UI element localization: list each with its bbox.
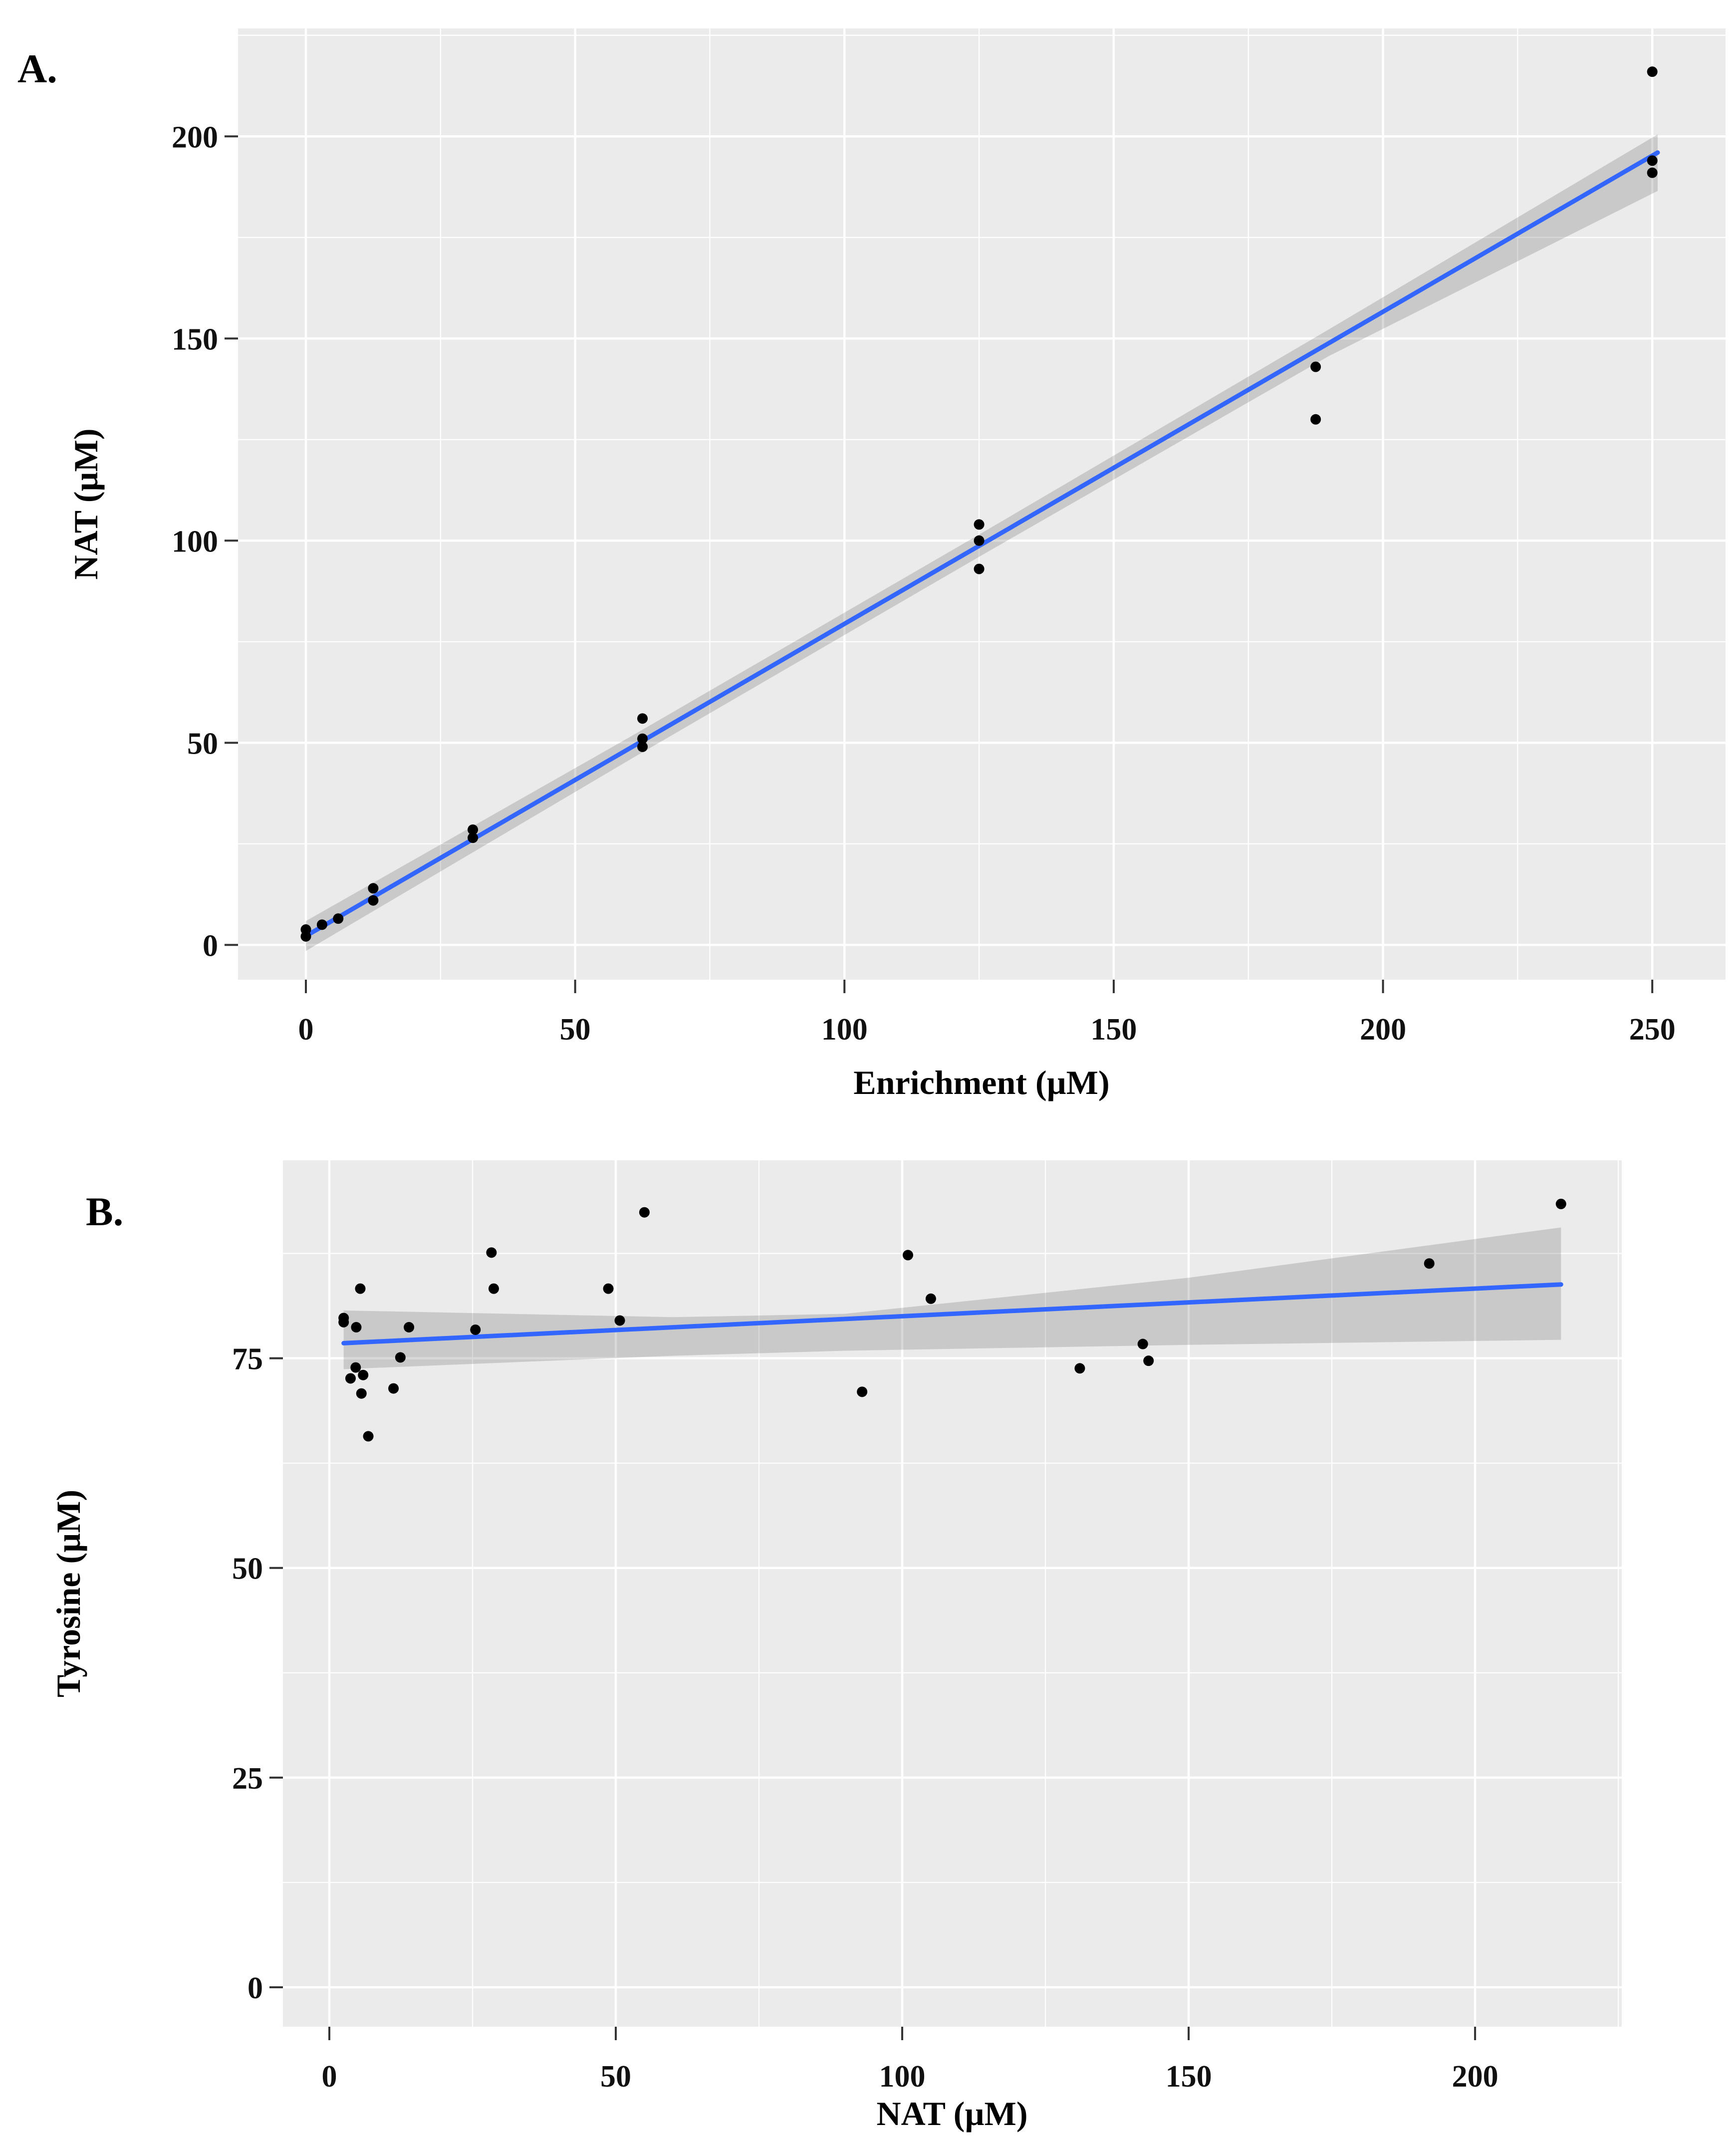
x-tick-label: 0 xyxy=(298,1013,313,1047)
data-point xyxy=(350,1362,361,1373)
data-point xyxy=(603,1283,614,1294)
data-point xyxy=(1310,361,1321,372)
data-point xyxy=(1074,1363,1085,1374)
data-point xyxy=(614,1315,625,1326)
data-point xyxy=(1137,1338,1148,1349)
data-point xyxy=(1555,1198,1566,1209)
y-tick-label: 50 xyxy=(187,727,218,761)
x-tick-label: 150 xyxy=(1090,1013,1137,1047)
data-point xyxy=(395,1352,406,1363)
plot-panel-background xyxy=(238,28,1726,980)
panel-a-letter: A. xyxy=(17,46,57,91)
panel-b-y-axis-title: Tyrosine (µM) xyxy=(49,1490,87,1697)
panel-a-y-axis-title: NAT (µM) xyxy=(67,429,105,580)
data-point xyxy=(388,1383,399,1394)
data-point xyxy=(338,1317,349,1328)
x-tick-label: 250 xyxy=(1629,1013,1676,1047)
data-point xyxy=(925,1293,936,1304)
y-tick-label: 100 xyxy=(172,525,218,558)
data-point xyxy=(358,1369,369,1380)
data-point xyxy=(1647,66,1658,77)
y-tick-label: 150 xyxy=(172,322,218,356)
data-point xyxy=(368,895,379,906)
data-point xyxy=(355,1283,366,1294)
data-point xyxy=(1647,155,1658,166)
data-point xyxy=(356,1388,367,1399)
x-tick-label: 100 xyxy=(879,2060,926,2094)
y-tick-label: 25 xyxy=(232,1762,263,1796)
data-point xyxy=(974,519,985,530)
data-point xyxy=(333,913,344,924)
x-tick-label: 50 xyxy=(600,2060,631,2094)
data-point xyxy=(639,1207,650,1218)
data-point xyxy=(368,883,379,894)
data-point xyxy=(300,924,311,935)
y-tick-label: 0 xyxy=(248,1971,263,2005)
data-point xyxy=(470,1324,481,1335)
data-point xyxy=(351,1322,362,1333)
data-point xyxy=(637,713,648,724)
data-point xyxy=(1310,414,1321,425)
y-tick-label: 75 xyxy=(232,1342,263,1376)
data-point xyxy=(488,1283,499,1294)
panel-a-plot: 0 50 100 150 200 250 0 50 100 150 200 xyxy=(172,28,1726,1047)
data-point xyxy=(486,1247,497,1258)
data-point xyxy=(974,535,985,546)
x-tick-label: 150 xyxy=(1166,2060,1212,2094)
data-point xyxy=(468,824,479,835)
data-point xyxy=(1143,1355,1154,1366)
x-tick-label: 50 xyxy=(560,1013,591,1047)
data-point xyxy=(1647,167,1658,178)
data-point xyxy=(1424,1258,1435,1269)
x-tick-label: 100 xyxy=(821,1013,868,1047)
panel-b-plot: 0 50 100 150 200 0 25 50 75 xyxy=(232,1160,1622,2094)
data-point xyxy=(363,1431,374,1442)
data-point xyxy=(637,741,648,752)
panel-a-x-axis-title: Enrichment (µM) xyxy=(853,1064,1109,1101)
data-point xyxy=(404,1322,415,1333)
x-tick-label: 200 xyxy=(1452,2060,1498,2094)
data-point xyxy=(857,1386,868,1397)
regression-line xyxy=(341,1282,1563,1345)
x-tick-label: 200 xyxy=(1360,1013,1406,1047)
data-point xyxy=(468,832,479,843)
data-point xyxy=(637,733,648,744)
y-tick-label: 0 xyxy=(203,929,218,963)
data-point xyxy=(316,919,327,930)
panel-b-x-axis-title: NAT (µM) xyxy=(877,2095,1028,2133)
confidence-band xyxy=(343,1227,1561,1369)
data-point xyxy=(974,563,985,574)
x-tick-label: 0 xyxy=(321,2060,337,2094)
y-tick-label: 50 xyxy=(232,1552,263,1586)
panel-b-letter: B. xyxy=(86,1189,123,1234)
data-point xyxy=(345,1373,356,1384)
data-point xyxy=(903,1250,914,1261)
y-tick-label: 200 xyxy=(172,120,218,154)
